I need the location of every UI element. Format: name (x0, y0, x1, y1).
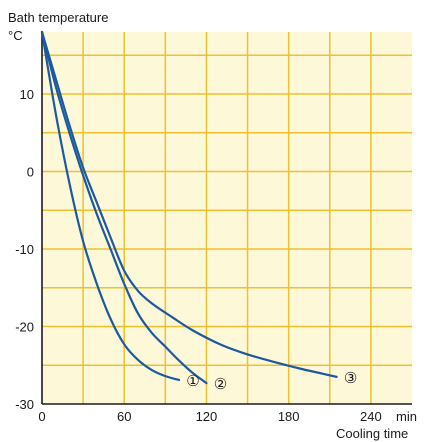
tick-labels: 0 60 120 180 240 10 0 -10 -20 -30 (15, 87, 382, 424)
x-tick-label: 0 (38, 409, 45, 424)
series-label-3: ③ (344, 369, 357, 387)
x-axis-unit: min (396, 409, 417, 424)
series-label-1: ① (186, 372, 199, 390)
y-tick-label: -30 (15, 397, 34, 412)
x-axis-title: Cooling time (336, 426, 408, 441)
x-tick-label: 60 (117, 409, 131, 424)
y-tick-label: 0 (27, 165, 34, 180)
grid (42, 32, 412, 404)
y-tick-label: -20 (15, 320, 34, 335)
y-axis-unit: °C (8, 28, 23, 43)
axes (41, 32, 412, 405)
series-lines (40, 30, 338, 385)
series-line-3 (40, 30, 338, 378)
y-axis-title: Bath temperature (8, 10, 108, 25)
x-tick-label: 180 (278, 409, 300, 424)
y-tick-label: -10 (15, 242, 34, 257)
x-tick-label: 240 (360, 409, 382, 424)
series-line-2 (40, 30, 208, 385)
series-label-2: ② (214, 375, 227, 393)
x-tick-label: 120 (196, 409, 218, 424)
series-line-1 (40, 30, 181, 382)
y-tick-label: 10 (20, 87, 34, 102)
